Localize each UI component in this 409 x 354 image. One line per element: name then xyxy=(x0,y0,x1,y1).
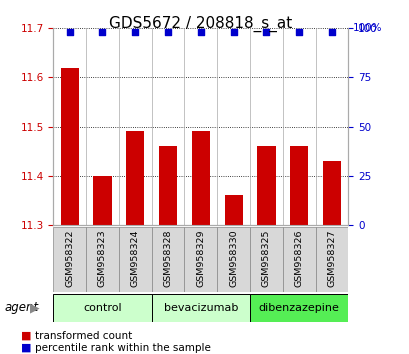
Text: dibenzazepine: dibenzazepine xyxy=(258,303,339,313)
Point xyxy=(328,29,335,35)
Text: control: control xyxy=(83,303,121,313)
Text: GSM958323: GSM958323 xyxy=(98,229,107,287)
FancyBboxPatch shape xyxy=(53,294,151,321)
Text: 100%: 100% xyxy=(352,23,381,33)
Bar xyxy=(224,195,242,225)
FancyBboxPatch shape xyxy=(151,294,249,321)
Point xyxy=(295,29,302,35)
FancyBboxPatch shape xyxy=(249,227,282,292)
FancyBboxPatch shape xyxy=(282,227,315,292)
Point xyxy=(164,29,171,35)
Text: GSM958326: GSM958326 xyxy=(294,229,303,287)
Bar xyxy=(159,146,177,225)
Bar xyxy=(257,146,275,225)
FancyBboxPatch shape xyxy=(151,227,184,292)
FancyBboxPatch shape xyxy=(249,294,348,321)
Bar xyxy=(290,146,308,225)
FancyBboxPatch shape xyxy=(119,227,151,292)
Bar xyxy=(126,131,144,225)
Text: ■: ■ xyxy=(20,343,31,353)
Text: percentile rank within the sample: percentile rank within the sample xyxy=(35,343,210,353)
Point xyxy=(66,29,73,35)
Point xyxy=(132,29,138,35)
Bar xyxy=(322,161,340,225)
Point xyxy=(230,29,236,35)
Text: GSM958324: GSM958324 xyxy=(130,229,139,287)
Bar xyxy=(191,131,209,225)
Text: GDS5672 / 208818_s_at: GDS5672 / 208818_s_at xyxy=(109,16,292,32)
Text: ▶: ▶ xyxy=(30,301,40,314)
Bar xyxy=(61,68,79,225)
Point xyxy=(263,29,269,35)
Point xyxy=(197,29,204,35)
Text: ■: ■ xyxy=(20,331,31,341)
Text: GSM958325: GSM958325 xyxy=(261,229,270,287)
Text: bevacizumab: bevacizumab xyxy=(163,303,238,313)
Point xyxy=(99,29,106,35)
FancyBboxPatch shape xyxy=(217,227,249,292)
FancyBboxPatch shape xyxy=(315,227,348,292)
Bar xyxy=(93,176,111,225)
Text: GSM958328: GSM958328 xyxy=(163,229,172,287)
Text: transformed count: transformed count xyxy=(35,331,132,341)
Text: GSM958329: GSM958329 xyxy=(196,229,205,287)
Text: GSM958330: GSM958330 xyxy=(229,229,238,287)
FancyBboxPatch shape xyxy=(86,227,119,292)
Text: agent: agent xyxy=(4,301,38,314)
FancyBboxPatch shape xyxy=(53,227,86,292)
Text: GSM958322: GSM958322 xyxy=(65,229,74,287)
FancyBboxPatch shape xyxy=(184,227,217,292)
Text: GSM958327: GSM958327 xyxy=(327,229,336,287)
